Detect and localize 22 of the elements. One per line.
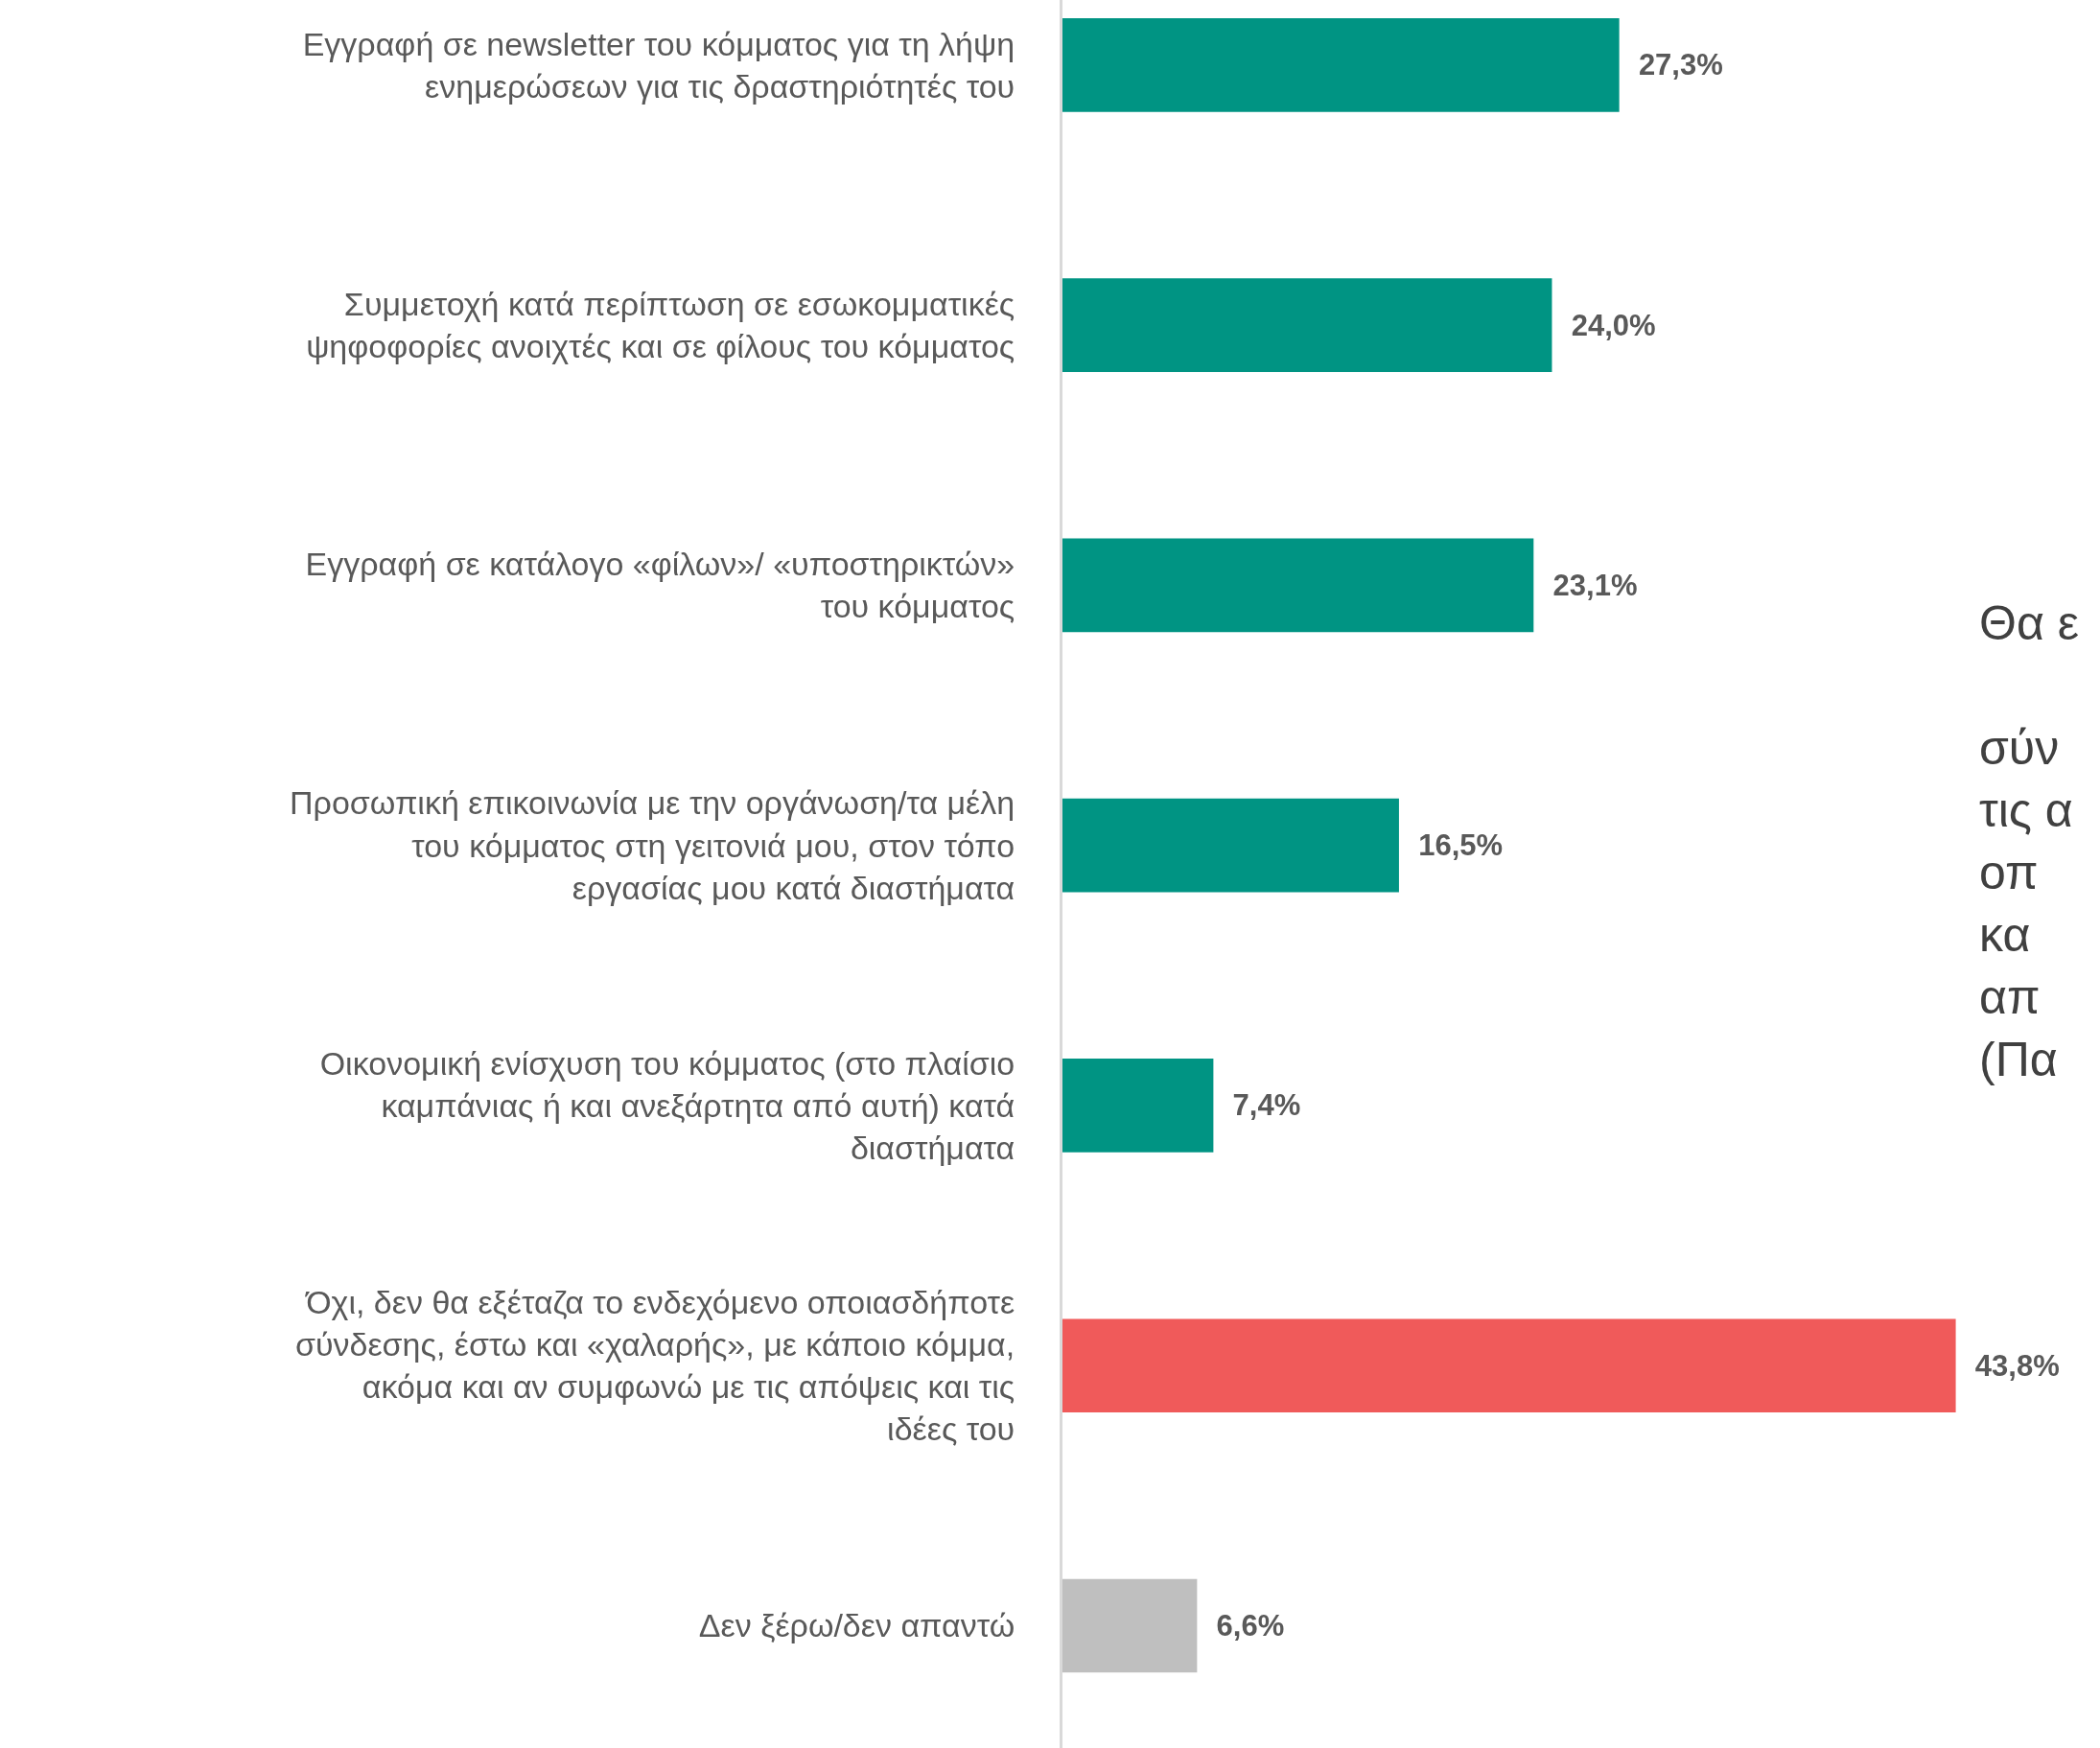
y-tick-label: Οικονομική ενίσχυση του κόμματος (στο πλαίσιο καμπάνιας ή και ανεξάρτητα από αυτή) κατά διαστήματα bbox=[319, 1044, 1015, 1167]
y-tick-label: Προσωπική επικοινωνία με την οργάνωση/τα μέλη του κόμματος στη γειτονιά μου, στον τόπο εργασίας μου κατά διαστήματα bbox=[290, 784, 1015, 906]
data-label: 23,1% bbox=[1552, 568, 1638, 602]
bar bbox=[1062, 798, 1399, 893]
data-label: 6,6% bbox=[1216, 1609, 1285, 1643]
data-label: 16,5% bbox=[1418, 828, 1504, 863]
data-label: 7,4% bbox=[1232, 1088, 1301, 1123]
y-tick-label: Εγγραφή σε newsletter του κόμματος για τη λήψη ενημερώσεων για τις δραστηριότητές του bbox=[302, 25, 1015, 105]
text: Θα ε σύν τις α οπ κα απ (Πα bbox=[1979, 596, 2079, 1086]
data-label: 27,3% bbox=[1638, 48, 1723, 82]
y-tick-label: Δεν ξέρω/δεν απαντώ bbox=[698, 1607, 1015, 1644]
bar bbox=[1062, 17, 1620, 112]
data-label: 24,0% bbox=[1571, 308, 1656, 342]
bar bbox=[1062, 1059, 1214, 1153]
y-tick-label: Όχι, δεν θα εξέταζα το ενδεχόμενο οποιασδήποτε σύνδεσης, έστω και «χαλαρής», με κάποιο κόμμα, ακόμα και αν συμφωνώ με τις απόψεις και τις ιδέες του bbox=[294, 1283, 1015, 1448]
bar bbox=[1062, 1318, 1956, 1413]
bar bbox=[1062, 278, 1552, 372]
bar bbox=[1062, 538, 1534, 633]
y-tick-label: Συμμετοχή κατά περίπτωση σε εσωκομματικές ψηφοφορίες ανοιχτές και σε φίλους του κόμματος bbox=[306, 285, 1015, 365]
y-tick-label: Εγγραφή σε κατάλογο «φίλων»/ «υποστηρικτών» του κόμματος bbox=[305, 546, 1015, 625]
data-label: 43,8% bbox=[1974, 1348, 2060, 1383]
bar bbox=[1062, 1578, 1198, 1673]
